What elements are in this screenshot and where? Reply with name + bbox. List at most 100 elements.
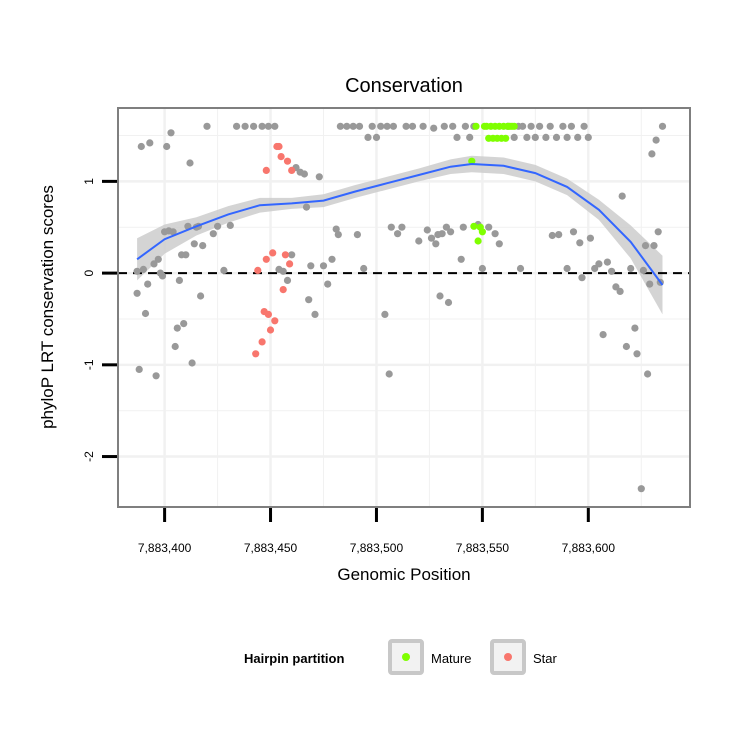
point-other	[279, 267, 287, 275]
point-other	[241, 122, 249, 130]
point-other	[139, 265, 147, 273]
smooth-line	[136, 162, 664, 286]
legend-swatch-star	[504, 653, 512, 661]
point-other	[442, 223, 450, 231]
point-other	[559, 122, 567, 130]
legend: Hairpin partition Mature Star	[244, 639, 558, 675]
x-axis-title: Genomic Position	[337, 565, 470, 584]
point-star	[258, 338, 266, 346]
point-other	[209, 230, 217, 238]
point-star	[279, 286, 287, 294]
point-other	[250, 122, 258, 130]
point-star	[252, 350, 260, 358]
point-other	[548, 231, 556, 240]
point-other	[137, 142, 145, 151]
point-other	[343, 122, 351, 130]
point-other	[264, 122, 272, 130]
legend-title: Hairpin partition	[244, 651, 344, 666]
point-other	[408, 122, 417, 130]
point-mature	[502, 134, 510, 142]
legend-label-mature: Mature	[431, 651, 471, 666]
point-other	[152, 372, 160, 380]
point-other	[555, 231, 563, 239]
point-other	[141, 309, 150, 318]
point-other	[315, 173, 323, 181]
point-other	[258, 122, 266, 130]
point-other	[567, 122, 576, 130]
x-tick-label: 7,883,550	[456, 541, 510, 555]
point-other	[353, 231, 361, 239]
point-other	[135, 365, 143, 373]
point-other	[150, 260, 158, 268]
point-other	[372, 133, 381, 141]
x-axis: 7,883,400 7,883,450 7,883,500 7,883,550 7,88…	[138, 508, 615, 555]
point-other	[641, 242, 650, 250]
point-other	[574, 133, 582, 141]
point-mature	[474, 237, 482, 245]
point-star	[277, 153, 285, 161]
point-other	[203, 122, 211, 130]
point-other	[466, 133, 474, 141]
point-other	[415, 237, 423, 245]
point-other	[449, 122, 457, 130]
point-star	[275, 142, 283, 151]
panel-frame	[117, 107, 691, 508]
point-star	[271, 317, 279, 325]
point-other	[133, 267, 141, 275]
point-other	[519, 122, 527, 130]
point-other	[302, 203, 311, 211]
point-other	[658, 122, 667, 130]
legend-item-mature: Mature	[388, 639, 471, 675]
point-other	[349, 122, 357, 130]
point-other	[355, 122, 364, 130]
point-other	[180, 320, 188, 328]
point-other	[516, 264, 525, 273]
point-other	[311, 310, 319, 318]
point-other	[563, 133, 571, 141]
point-other	[324, 280, 332, 288]
y-tick-label: 0	[82, 269, 96, 276]
point-star	[286, 260, 294, 268]
point-other	[171, 342, 179, 351]
y-tick-label: 1	[82, 178, 96, 185]
point-other	[633, 350, 641, 358]
plot-panel	[118, 108, 690, 507]
point-other	[650, 242, 658, 250]
point-other	[631, 324, 639, 332]
point-other	[199, 242, 207, 250]
point-other	[364, 133, 372, 141]
y-axis: -2 -1 0 1	[82, 178, 117, 462]
point-other	[584, 133, 592, 141]
chart-title: Conservation	[345, 75, 463, 97]
legend-label-star: Star	[533, 651, 558, 666]
point-star	[254, 266, 262, 274]
point-other	[377, 122, 385, 130]
point-other	[188, 359, 196, 367]
point-other	[368, 122, 376, 130]
point-other	[387, 223, 395, 231]
point-other	[578, 274, 586, 282]
point-other	[158, 272, 167, 280]
point-other	[622, 342, 631, 351]
point-other	[438, 230, 446, 238]
data-points	[133, 122, 667, 493]
point-other	[440, 122, 448, 130]
y-axis-title: phyloP LRT conservation scores	[38, 185, 57, 429]
point-other	[146, 139, 154, 147]
point-other	[394, 230, 402, 238]
point-other	[618, 192, 626, 200]
point-other	[214, 222, 222, 230]
point-other	[381, 310, 389, 318]
point-other	[536, 122, 544, 130]
point-other	[427, 234, 436, 242]
point-star	[262, 166, 270, 174]
point-star	[288, 166, 296, 174]
point-other	[402, 122, 410, 130]
x-tick-label: 7,883,400	[138, 541, 192, 555]
point-other	[591, 264, 599, 273]
panel-background	[118, 108, 690, 507]
point-other	[491, 230, 499, 238]
point-other	[300, 170, 308, 178]
point-other	[430, 124, 438, 132]
point-star	[269, 249, 277, 257]
